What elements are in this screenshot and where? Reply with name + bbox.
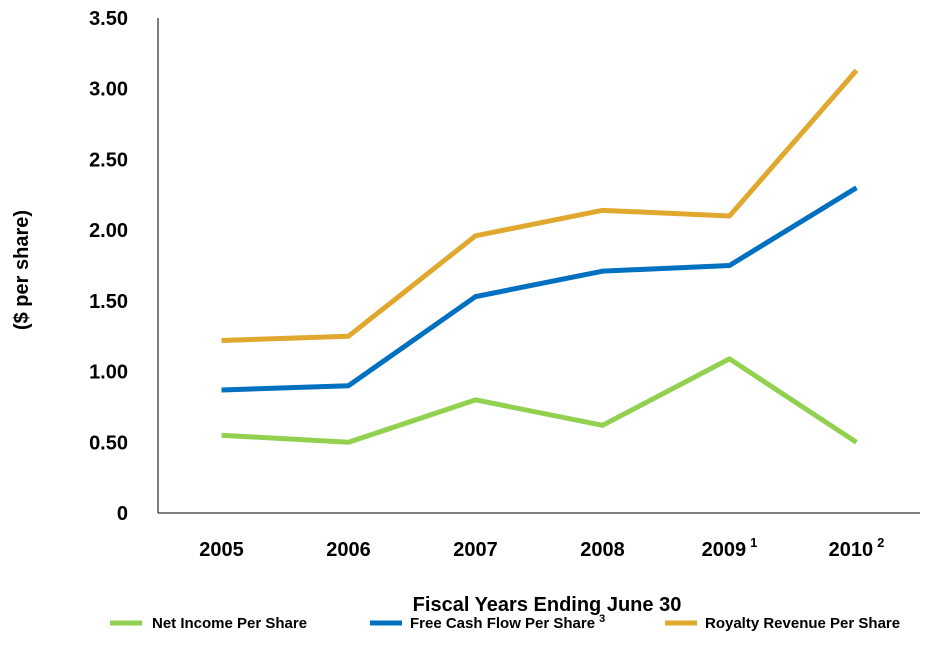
x-tick-label: 2008: [580, 539, 625, 561]
y-tick-label: 0: [117, 503, 128, 525]
series-line-3: [221, 68, 859, 343]
y-tick-label: 2.50: [89, 149, 128, 171]
x-tick-label: 2009 1: [702, 535, 758, 561]
y-tick-label: 3.50: [89, 8, 128, 30]
x-tick-superscript: 2: [877, 535, 884, 550]
y-tick-label: 2.00: [89, 220, 128, 242]
x-tick-label: 2006: [326, 539, 371, 561]
legend-label: Free Cash Flow Per Share 3: [410, 613, 605, 632]
x-axis-title: Fiscal Years Ending June 30: [413, 594, 682, 616]
legend-superscript: 3: [599, 613, 605, 625]
series-line-2: [221, 185, 858, 393]
series-lines: [221, 68, 859, 445]
x-tick-label: 2005: [199, 539, 244, 561]
x-tick-label: 2010 2: [829, 535, 885, 561]
x-tick-label: 2007: [453, 539, 498, 561]
y-tick-label: 0.50: [89, 432, 128, 454]
legend: Net Income Per Share Free Cash Flow Per S…: [110, 613, 900, 632]
y-tick-label: 1.00: [89, 362, 128, 384]
y-tick-labels: 0 0.50 1.00 1.50 2.00 2.50 3.00 3.50: [89, 8, 128, 525]
y-tick-label: 1.50: [89, 291, 128, 313]
x-tick-superscript: 1: [750, 535, 757, 550]
y-axis-title: ($ per share): [11, 210, 33, 330]
y-tick-label: 3.00: [89, 79, 128, 101]
series-line-1: [221, 356, 858, 445]
x-tick-labels: 2005 2006 2007 2008 2009 1 2010 2: [199, 535, 884, 561]
legend-label: Net Income Per Share: [152, 615, 307, 632]
legend-label: Royalty Revenue Per Share: [705, 615, 900, 632]
axes: [157, 18, 920, 514]
